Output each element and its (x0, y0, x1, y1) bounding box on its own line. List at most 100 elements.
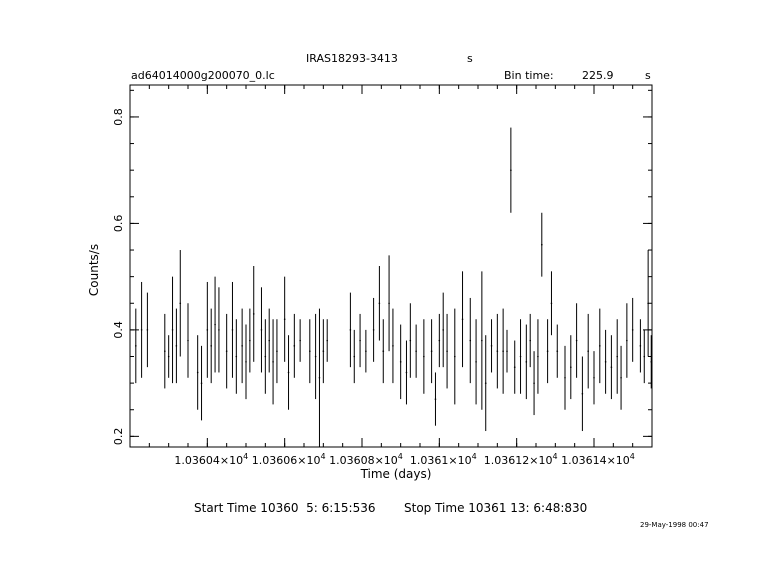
x-tick-mantissa: 1.03614×10 (561, 454, 630, 467)
stop-time: Stop Time 10361 13: 6:48:830 (404, 501, 588, 515)
data-point (643, 355, 646, 358)
data-point (272, 361, 274, 363)
data-point (647, 302, 649, 305)
data-point (252, 313, 255, 315)
data-point (587, 350, 589, 352)
data-point (225, 350, 228, 352)
data-point (475, 361, 477, 363)
data-point (187, 339, 189, 342)
data-point (210, 345, 212, 347)
data-point (245, 361, 247, 363)
data-point (353, 355, 356, 358)
x-tick-exponent: 4 (552, 452, 557, 461)
data-point (179, 302, 182, 305)
data-point (260, 329, 263, 331)
data-point (581, 392, 584, 395)
data-point (309, 350, 311, 352)
x-tick-label: 1.03606×104 (252, 452, 326, 467)
data-point (359, 339, 361, 342)
data-point (496, 350, 499, 352)
data-point (626, 339, 628, 342)
data-point (430, 350, 433, 352)
data-point (564, 376, 566, 379)
data-point (484, 382, 487, 384)
x-tick-exponent: 4 (243, 452, 248, 461)
data-point (446, 350, 448, 352)
data-point (164, 350, 166, 352)
data-point (314, 355, 317, 358)
data-point (616, 355, 618, 358)
data-point (241, 345, 243, 347)
data-point (537, 355, 539, 358)
data-point (434, 398, 437, 400)
data-point (175, 345, 178, 347)
data-point (533, 382, 535, 384)
start-time: Start Time 10360 5: 6:15:536 (194, 501, 376, 515)
bin-time-unit: s (645, 69, 651, 82)
x-tick-exponent: 4 (472, 452, 477, 461)
data-point (349, 329, 352, 331)
data-point (409, 339, 412, 342)
data-point (490, 345, 493, 347)
data-point (442, 329, 445, 331)
data-point (405, 371, 408, 374)
y-tick-label: 0.4 (112, 321, 125, 339)
data-point (382, 350, 385, 352)
data-point (318, 376, 321, 379)
plot-frame (129, 84, 653, 448)
data-point (593, 376, 595, 379)
x-axis-label: Time (days) (360, 467, 432, 481)
filename-label: ad64014000g200070_0.lc (131, 69, 275, 82)
data-point (365, 350, 367, 352)
data-point (461, 318, 464, 321)
data-point (529, 339, 531, 342)
x-tick-exponent: 4 (630, 452, 635, 461)
data-point (519, 355, 522, 358)
x-tick-exponent: 4 (398, 452, 403, 461)
data-point (293, 345, 296, 347)
x-tick-mantissa: 1.0361×10 (410, 454, 472, 467)
data-point (196, 371, 199, 374)
object-suffix: s (467, 52, 473, 65)
y-axis-label: Counts/s (87, 244, 101, 296)
data-point (650, 361, 653, 363)
data-point (235, 355, 238, 358)
data-point (575, 339, 578, 342)
data-point (546, 350, 549, 352)
y-tick-label: 0.8 (112, 108, 125, 126)
y-tick-label: 0.2 (112, 428, 125, 446)
data-point (541, 243, 543, 246)
data-point (454, 355, 456, 358)
data-point (604, 361, 607, 363)
data-point (146, 329, 149, 331)
bin-time-value: 225.9 (582, 69, 614, 82)
data-point (502, 350, 504, 352)
data-point (322, 350, 325, 352)
data-point (283, 318, 286, 321)
data-point (510, 169, 512, 171)
x-tick-mantissa: 1.03604×10 (174, 454, 243, 467)
x-tick-label: 1.03614×104 (561, 452, 635, 467)
data-point (469, 339, 472, 342)
data-point (299, 339, 301, 342)
x-tick-mantissa: 1.03608×10 (329, 454, 398, 467)
data-point (415, 350, 417, 352)
data-point (171, 329, 174, 331)
data-point (550, 302, 553, 305)
data-point (423, 355, 425, 358)
data-point (326, 339, 329, 342)
data-point (570, 366, 572, 368)
data-point (135, 345, 137, 347)
data-point (200, 382, 203, 384)
data-point (249, 339, 251, 342)
data-point (140, 329, 143, 331)
data-point (372, 329, 375, 331)
x-tick-label: 1.03608×104 (329, 452, 403, 467)
bin-time-label: Bin time: (504, 69, 554, 82)
data-point (388, 302, 390, 305)
data-point (218, 329, 220, 331)
data-point (276, 350, 278, 352)
data-point (599, 345, 601, 347)
data-point (264, 355, 267, 358)
